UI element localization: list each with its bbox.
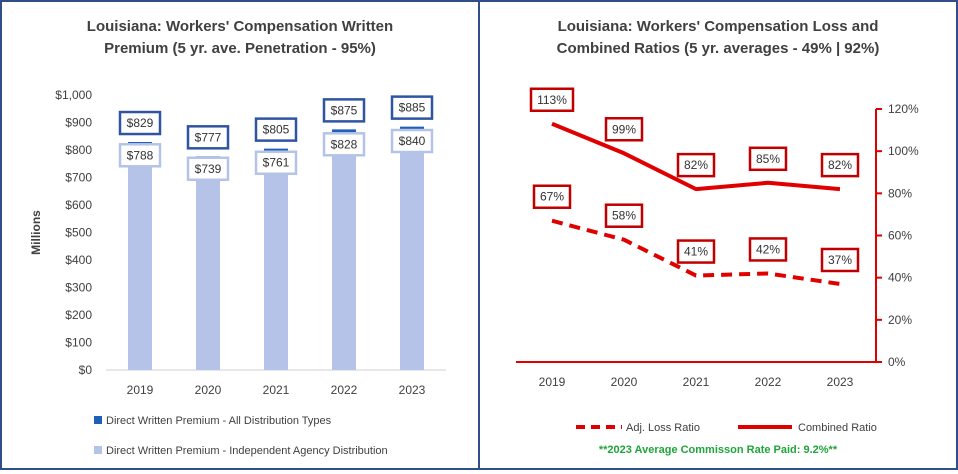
- loss-data-label: 67%: [540, 190, 564, 204]
- total-label-box: [118, 110, 162, 136]
- loss-label-box: [532, 184, 572, 209]
- x-tick-label: 2021: [683, 375, 710, 389]
- total-label-box: [322, 98, 366, 123]
- loss-label-box: [820, 247, 860, 273]
- ratio-chart-title: Louisiana: Workers' Compensation Loss an…: [480, 16, 956, 60]
- premium-title-line-2: Premium (5 yr. ave. Penetration - 95%): [104, 40, 376, 57]
- y-tick-label: $600: [65, 198, 92, 212]
- legend-swatch: [94, 416, 102, 424]
- total-data-label: $885: [399, 101, 426, 115]
- combined-ratio-line: [551, 121, 841, 192]
- loss-data-label: 58%: [612, 209, 636, 223]
- legend-label: Adj. Loss Ratio: [626, 422, 700, 434]
- adj-loss-ratio-line: [551, 218, 841, 286]
- y-tick-label: $800: [65, 143, 92, 157]
- premium-bar-chart: $0 $100 $200 $300 $400 $500 $600 $700 $800 $900 $1…: [29, 88, 446, 457]
- x-tick-label: 2020: [611, 375, 638, 389]
- loss-label-box: [604, 203, 644, 228]
- legend-label: Combined Ratio: [798, 422, 877, 434]
- ratio-chart-panel: Louisiana: Workers' Compensation Loss an…: [478, 0, 958, 470]
- agency-premium-bar: [264, 160, 288, 370]
- x-tick-label: 2022: [331, 383, 358, 397]
- legend-label: Direct Written Premium - Independent Age…: [106, 445, 388, 457]
- y-tick-label: 60%: [888, 229, 912, 243]
- y-tick-label: $500: [65, 226, 92, 240]
- y-tick-label: $100: [65, 336, 92, 350]
- y-tick-label: $700: [65, 171, 92, 185]
- premium-chart-panel: Louisiana: Workers' Compensation Written…: [0, 0, 480, 470]
- total-data-label: $777: [195, 130, 222, 144]
- agency-premium-bar: [196, 166, 220, 370]
- y-tick-label: 20%: [888, 313, 912, 327]
- total-data-label: $875: [331, 103, 358, 117]
- loss-label-box: [676, 239, 716, 264]
- ratio-line-chart: 0% 20% 40% 60% 80% 100% 120% 2019 2020 2021 2022 20…: [516, 87, 919, 434]
- total-label-box: [390, 95, 434, 120]
- commission-footnote: **2023 Average Commisson Rate Paid: 9.2%…: [598, 444, 838, 456]
- combined-data-label: 99%: [612, 122, 636, 136]
- y-tick-label: $200: [65, 308, 92, 322]
- combined-label-box: [820, 152, 860, 178]
- agency-data-label: $739: [195, 162, 222, 176]
- total-label-box: [254, 117, 298, 142]
- ratio-title-line-1: Louisiana: Workers' Compensation Loss an…: [557, 18, 879, 35]
- combined-label-box: [604, 117, 644, 142]
- loss-data-label: 41%: [684, 245, 708, 259]
- x-tick-label: 2021: [263, 383, 290, 397]
- y-tick-label: $400: [65, 253, 92, 267]
- x-tick-label: 2022: [755, 375, 782, 389]
- ratio-title-line-2: Combined Ratios (5 yr. averages - 49% | …: [556, 40, 880, 57]
- legend-label: Direct Written Premium - All Distributio…: [106, 415, 332, 427]
- agency-premium-bar: [400, 139, 424, 370]
- agency-label-box: [322, 132, 366, 157]
- x-tick-label: 2023: [827, 375, 854, 389]
- agency-data-label: $761: [263, 156, 290, 170]
- combined-data-label: 82%: [684, 158, 708, 172]
- loss-data-label: 42%: [756, 242, 780, 256]
- y-tick-label: $0: [79, 363, 93, 377]
- y-tick-label: 120%: [888, 102, 919, 116]
- agency-data-label: $828: [331, 137, 358, 151]
- legend-swatch: [94, 446, 102, 454]
- y-tick-label: $900: [65, 116, 92, 130]
- y-axis-title: Millions: [29, 210, 43, 255]
- combined-data-label: 82%: [828, 158, 852, 172]
- combined-data-label: 113%: [537, 93, 567, 107]
- y-tick-label: 80%: [888, 186, 912, 200]
- premium-title-line-1: Louisiana: Workers' Compensation Written: [86, 18, 394, 35]
- x-tick-label: 2019: [127, 383, 154, 397]
- combined-data-label: 85%: [756, 152, 780, 166]
- y-tick-label: 40%: [888, 271, 912, 285]
- y-tick-label: 0%: [888, 355, 906, 369]
- loss-data-label: 37%: [828, 253, 852, 267]
- total-label-box: [186, 125, 230, 150]
- loss-label-box: [748, 237, 788, 262]
- x-tick-label: 2020: [195, 383, 222, 397]
- total-data-label: $805: [263, 123, 290, 137]
- agency-label-box: [254, 150, 298, 175]
- combined-label-box: [529, 87, 575, 113]
- agency-premium-bar: [128, 153, 152, 370]
- x-tick-label: 2019: [539, 375, 566, 389]
- y-tick-label: 100%: [888, 144, 919, 158]
- agency-label-box: [118, 143, 162, 168]
- agency-label-box: [186, 156, 230, 182]
- combined-label-box: [676, 152, 716, 178]
- y-tick-label: $300: [65, 281, 92, 295]
- total-data-label: $829: [127, 116, 154, 130]
- agency-data-label: $840: [399, 134, 426, 148]
- agency-premium-bar: [332, 142, 356, 370]
- y-tick-label: $1,000: [55, 88, 92, 102]
- x-tick-label: 2023: [399, 383, 426, 397]
- combined-label-box: [748, 146, 788, 172]
- agency-data-label: $788: [127, 148, 154, 162]
- agency-label-box: [390, 128, 434, 154]
- premium-chart-title: Louisiana: Workers' Compensation Written…: [2, 16, 478, 60]
